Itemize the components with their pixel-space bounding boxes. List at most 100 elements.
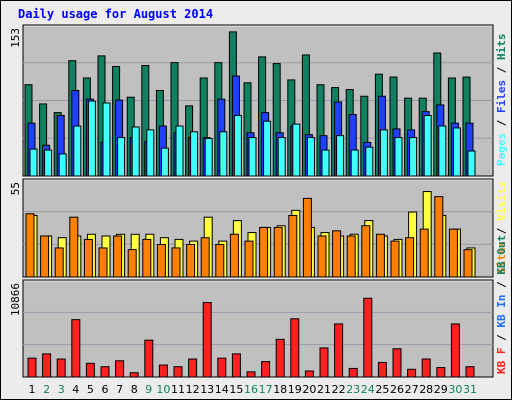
bar-pages [117, 137, 126, 177]
day-label: 12 [186, 383, 200, 396]
bar-sites [127, 249, 137, 278]
bar-kbf [42, 353, 52, 378]
bar-sites [375, 233, 385, 278]
bar-kbf [27, 357, 37, 378]
bar-sites [390, 240, 400, 278]
bar-sites [200, 237, 210, 278]
bar-pages [467, 150, 476, 177]
bar-sites [40, 235, 50, 278]
bar-kbf [71, 319, 81, 378]
bar-kbf [261, 361, 271, 378]
bar-kbf [188, 358, 198, 378]
bar-sites [332, 230, 342, 278]
bar-pages [102, 102, 111, 177]
bar-kbf [275, 338, 285, 378]
bar-sites [25, 213, 35, 278]
day-label: 2 [43, 383, 50, 396]
bar-pages [175, 125, 184, 177]
bar-kbf [246, 371, 256, 378]
day-label: 21 [317, 383, 331, 396]
ymax-visits: 55 [9, 182, 22, 195]
chart-panels [22, 24, 494, 378]
day-label: 25 [375, 383, 389, 396]
bar-kbf [377, 361, 387, 378]
bar-pages [248, 137, 257, 177]
bar-sites [405, 237, 415, 278]
day-label: 14 [215, 383, 229, 396]
bar-kbf [56, 358, 66, 378]
ymax-kbytes: 10866 [9, 283, 22, 316]
bar-pages [87, 100, 96, 177]
bar-sites [259, 226, 269, 278]
bar-sites [186, 244, 196, 278]
day-label: 5 [87, 383, 94, 396]
bar-pages [321, 149, 330, 177]
bar-pages [131, 126, 140, 177]
bar-sites [288, 214, 298, 278]
bar-pages [336, 135, 345, 177]
bar-kbf [348, 367, 358, 378]
day-label: 18 [273, 383, 287, 396]
bar-kbf [115, 360, 125, 378]
legend-kbytes: KB F / KB In / KB Out [495, 235, 508, 374]
ymax-traffic: 153 [9, 28, 22, 48]
day-label: 8 [131, 383, 138, 396]
chart-bars [24, 31, 476, 378]
bar-sites [113, 235, 123, 278]
bar-sites [448, 228, 458, 278]
bar-kbf [100, 366, 110, 378]
day-label: 24 [361, 383, 375, 396]
day-label: 7 [116, 383, 123, 396]
day-label: 6 [102, 383, 109, 396]
day-label: 23 [346, 383, 360, 396]
day-label: 3 [58, 383, 65, 396]
day-label: 13 [200, 383, 214, 396]
bar-pages [365, 146, 374, 177]
bar-pages [350, 149, 359, 177]
day-label: 28 [419, 383, 433, 396]
bar-sites [419, 228, 429, 278]
bar-kbf [173, 366, 183, 378]
bar-kbf [304, 370, 314, 378]
bar-kbf [319, 347, 329, 378]
day-label: 31 [463, 383, 477, 396]
bar-kbf [129, 372, 139, 378]
bar-pages [44, 149, 53, 177]
bar-pages [452, 127, 461, 177]
bar-kbf [202, 302, 212, 378]
day-label: 4 [72, 383, 79, 396]
bar-kbf [421, 358, 431, 378]
bar-sites [229, 233, 239, 278]
day-label: 26 [390, 383, 404, 396]
day-label: 17 [259, 383, 273, 396]
day-label: 1 [29, 383, 36, 396]
bar-pages [292, 123, 301, 177]
day-label: 22 [332, 383, 346, 396]
bar-kbf [392, 348, 402, 378]
chart-title: Daily usage for August 2014 [18, 7, 214, 21]
bar-sites [142, 238, 152, 278]
legend-traffic: Pages / Files / Hits [495, 34, 508, 167]
panel-kbytes [22, 279, 494, 378]
bar-pages [233, 114, 242, 177]
day-label: 19 [288, 383, 302, 396]
bar-sites [317, 235, 327, 278]
bar-kbf [465, 366, 475, 378]
bar-pages [423, 114, 432, 177]
bar-pages [219, 131, 228, 177]
bar-pages [160, 147, 169, 177]
bar-sites [434, 196, 444, 278]
bar-pages [190, 131, 199, 177]
day-label: 29 [434, 383, 448, 396]
bar-kbf [144, 339, 154, 378]
bar-kbf [158, 364, 168, 378]
bar-sites [54, 247, 64, 278]
bar-sites [156, 244, 166, 278]
bar-pages [379, 129, 388, 177]
bar-sites [83, 238, 93, 278]
day-label: 20 [302, 383, 316, 396]
day-label: 10 [156, 383, 170, 396]
bar-pages [146, 129, 155, 177]
bar-pages [204, 138, 213, 177]
